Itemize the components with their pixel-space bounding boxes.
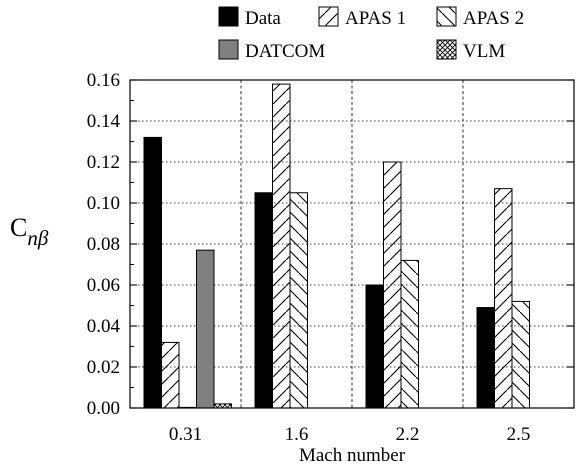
bar-datcom-0.31 — [197, 250, 215, 408]
y-tick-label-8: 0.16 — [87, 70, 120, 91]
legend-label-data: Data — [245, 8, 281, 29]
y-tick-label-2: 0.04 — [87, 316, 121, 337]
x-tick-label-1: 1.6 — [285, 424, 309, 445]
bar-apas-2-2.2 — [401, 260, 419, 408]
legend-label-apas-1: APAS 1 — [345, 8, 406, 29]
bars — [144, 84, 530, 408]
legend-swatch-apas-1 — [319, 7, 338, 26]
x-axis-label: Mach number — [299, 445, 406, 466]
bar-apas-1-0.31 — [162, 342, 180, 408]
y-tick-label-3: 0.06 — [87, 275, 120, 296]
x-tick-label-0: 0.31 — [169, 424, 202, 445]
bar-apas-1-2.5 — [495, 189, 513, 408]
bar-vlm-0.31 — [214, 404, 232, 408]
bar-data-2.2 — [366, 285, 384, 408]
y-tick-label-1: 0.02 — [87, 357, 120, 378]
x-tick-label-3: 2.5 — [507, 424, 531, 445]
bar-data-0.31 — [144, 137, 162, 408]
y-axis-label: Cnβ — [10, 213, 49, 250]
legend-label-apas-2: APAS 2 — [463, 8, 524, 29]
y-tick-label-6: 0.12 — [87, 152, 120, 173]
legend-label-vlm: VLM — [463, 41, 505, 62]
bar-data-2.5 — [477, 308, 495, 408]
x-tick-label-2: 2.2 — [396, 424, 420, 445]
x-axis: 0.31 1.6 2.2 2.5 — [169, 424, 531, 445]
legend-swatch-vlm — [437, 40, 456, 59]
y-tick-label-0: 0.00 — [87, 398, 120, 419]
y-tick-label-7: 0.14 — [87, 111, 121, 132]
legend-swatch-data — [219, 7, 238, 26]
bar-apas-2-2.5 — [512, 301, 530, 408]
bar-apas-2-1.6 — [290, 193, 308, 408]
bar-apas-1-1.6 — [273, 84, 291, 408]
bar-apas-1-2.2 — [384, 162, 402, 408]
y-tick-label-5: 0.10 — [87, 193, 120, 214]
bar-data-1.6 — [255, 193, 273, 408]
legend-label-datcom: DATCOM — [245, 41, 325, 62]
legend-swatch-datcom — [219, 40, 238, 59]
legend: Data APAS 1 APAS 2 DATCOM VLM — [219, 7, 524, 62]
legend-swatch-apas-2 — [437, 7, 456, 26]
y-tick-label-4: 0.08 — [87, 234, 120, 255]
